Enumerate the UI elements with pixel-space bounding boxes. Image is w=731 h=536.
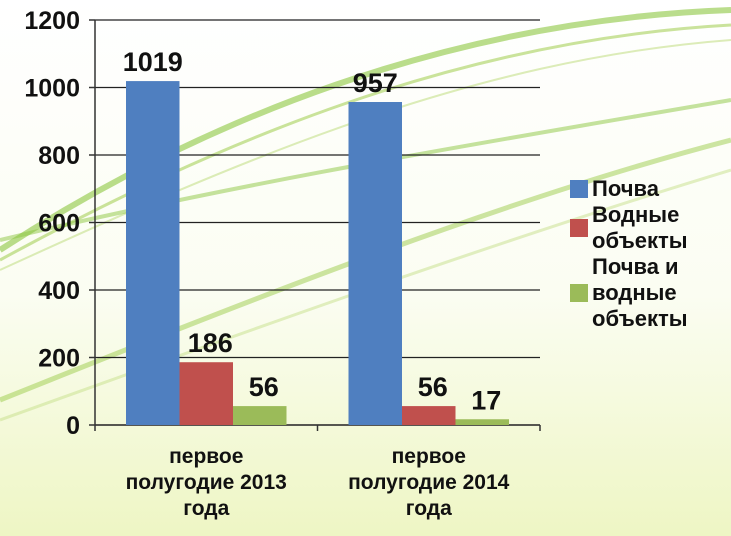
data-label: 186 [188,328,233,358]
x-tick-label: первое полугодие 2013 года [116,444,296,522]
legend-item: Почва [570,176,730,202]
legend-swatch [570,180,588,198]
data-label: 17 [471,385,501,415]
legend-swatch [570,284,588,302]
slide: 0 200 400 600 800 1000 1200 1019 186 56 957 56 17 По… [0,0,731,536]
bar [233,406,287,425]
legend-label: Почва [592,176,659,202]
data-label: 56 [249,372,279,402]
y-tick-label: 0 [66,412,80,440]
y-tick-label: 1000 [24,75,80,103]
legend-label: Почва и водные объекты [592,254,730,332]
bar [126,81,180,425]
legend-label: Водные объекты [592,202,730,254]
y-tick-label: 400 [38,277,80,305]
bar [456,419,510,425]
y-tick-label: 600 [38,210,80,238]
legend-item: Водные объекты [570,202,730,254]
y-tick-label: 200 [38,345,80,373]
x-tick-label: первое полугодие 2014 года [339,444,519,522]
bar [180,362,234,425]
bar [349,102,403,425]
bar [402,406,456,425]
legend-swatch [570,219,588,237]
data-label: 1019 [123,47,183,77]
legend-item: Почва и водные объекты [570,254,730,332]
y-tick-label: 800 [38,142,80,170]
y-tick-label: 1200 [24,7,80,35]
data-label: 957 [353,68,398,98]
data-label: 56 [418,372,448,402]
